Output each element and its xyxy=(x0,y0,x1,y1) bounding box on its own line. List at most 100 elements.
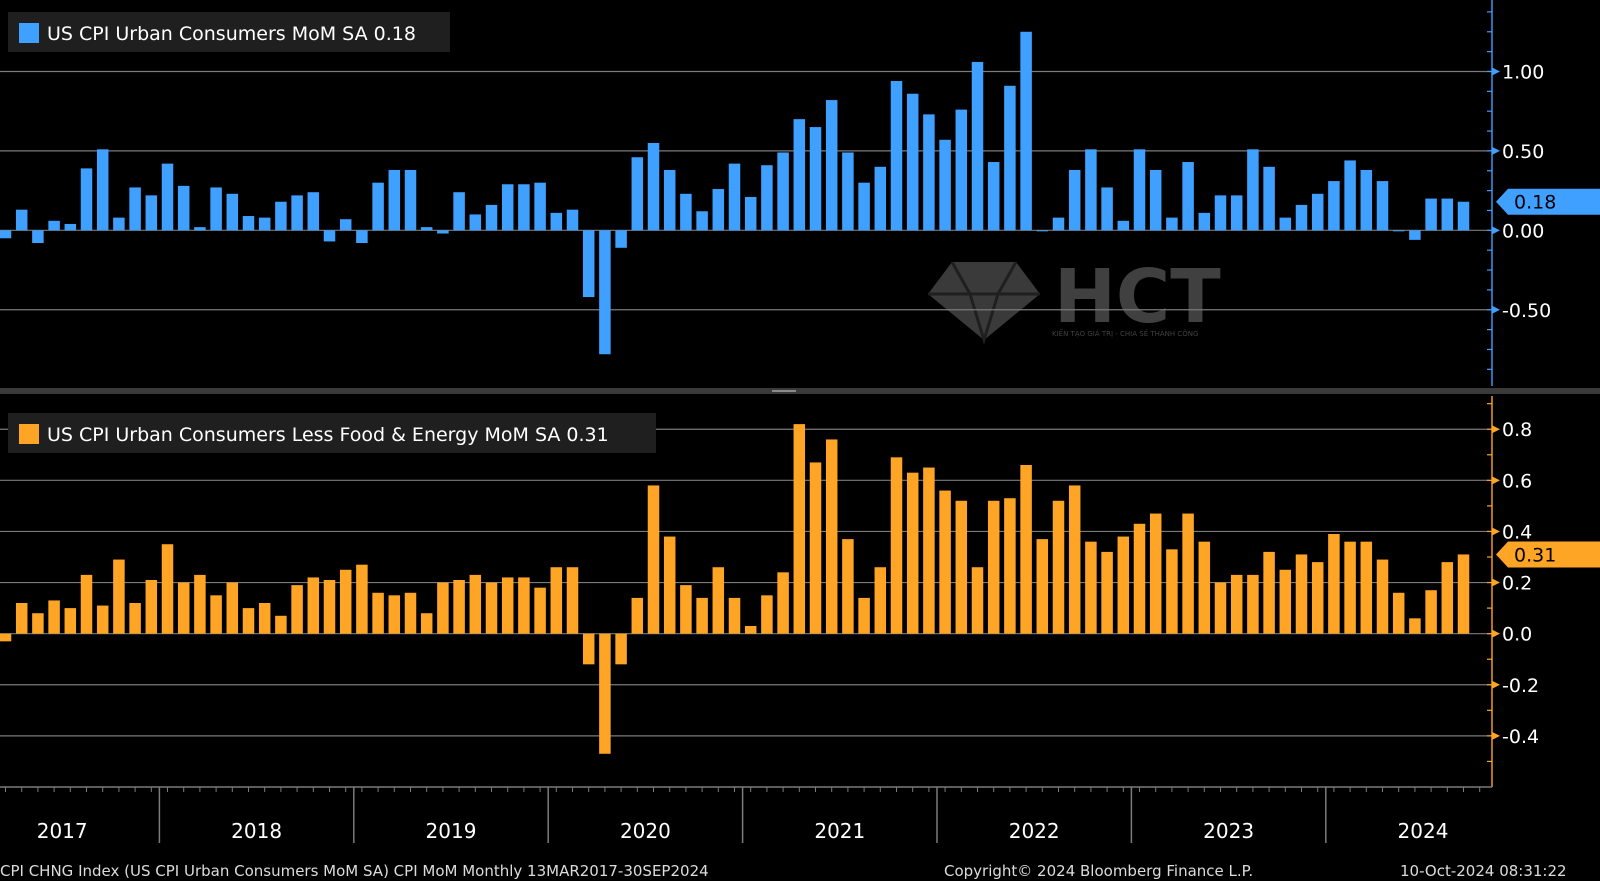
bar[interactable] xyxy=(64,223,77,231)
bar[interactable] xyxy=(161,544,174,634)
bar[interactable] xyxy=(534,587,546,634)
bar[interactable] xyxy=(825,439,838,634)
bar[interactable] xyxy=(971,567,984,634)
bar[interactable] xyxy=(80,574,93,634)
bar[interactable] xyxy=(372,182,384,231)
bar[interactable] xyxy=(32,230,44,244)
bar[interactable] xyxy=(485,582,498,634)
bar[interactable] xyxy=(599,633,611,754)
bar[interactable] xyxy=(1020,31,1032,231)
bar[interactable] xyxy=(842,539,854,634)
bar[interactable] xyxy=(1214,582,1227,634)
bar[interactable] xyxy=(955,109,968,231)
bar[interactable] xyxy=(1085,541,1097,634)
bar[interactable] xyxy=(1230,195,1243,231)
bar[interactable] xyxy=(96,149,109,231)
bar[interactable] xyxy=(210,187,222,231)
bar[interactable] xyxy=(647,485,660,634)
bar[interactable] xyxy=(761,595,773,634)
bar[interactable] xyxy=(339,569,352,634)
bar[interactable] xyxy=(1020,465,1032,634)
bar[interactable] xyxy=(0,633,12,642)
bar[interactable] xyxy=(1263,166,1275,231)
bar[interactable] xyxy=(437,230,449,234)
bar[interactable] xyxy=(890,81,903,231)
bar[interactable] xyxy=(356,230,368,244)
bar[interactable] xyxy=(615,230,627,248)
bar[interactable] xyxy=(615,633,627,665)
bar[interactable] xyxy=(113,559,125,634)
bar[interactable] xyxy=(1279,217,1292,231)
bar[interactable] xyxy=(291,195,303,231)
bar[interactable] xyxy=(1457,554,1470,634)
bar[interactable] xyxy=(1279,569,1292,634)
bar[interactable] xyxy=(1068,169,1081,231)
bar[interactable] xyxy=(631,597,644,634)
bar[interactable] xyxy=(1425,198,1437,231)
bar[interactable] xyxy=(1133,523,1146,634)
bar[interactable] xyxy=(48,220,60,231)
bar[interactable] xyxy=(1263,551,1275,634)
bar[interactable] xyxy=(145,580,158,634)
bar[interactable] xyxy=(1101,551,1113,634)
bar[interactable] xyxy=(777,152,789,231)
bar[interactable] xyxy=(1409,230,1421,240)
bar[interactable] xyxy=(1149,169,1162,231)
bar[interactable] xyxy=(1441,198,1454,231)
bar[interactable] xyxy=(323,580,336,634)
bar[interactable] xyxy=(275,201,287,231)
bar[interactable] xyxy=(194,574,206,634)
bar[interactable] xyxy=(80,168,93,231)
bar[interactable] xyxy=(647,142,660,231)
bar[interactable] xyxy=(1068,485,1081,634)
bar[interactable] xyxy=(744,196,757,231)
bar[interactable] xyxy=(145,195,158,231)
bar[interactable] xyxy=(1166,549,1178,634)
bar[interactable] xyxy=(501,184,514,231)
bar[interactable] xyxy=(793,119,806,231)
bar[interactable] xyxy=(469,214,482,231)
bar[interactable] xyxy=(712,567,725,634)
bar[interactable] xyxy=(307,577,320,634)
bar[interactable] xyxy=(1036,539,1049,634)
bar[interactable] xyxy=(1376,559,1389,634)
bar[interactable] xyxy=(210,595,222,634)
bar[interactable] xyxy=(518,577,530,634)
bar[interactable] xyxy=(582,633,595,665)
bar[interactable] xyxy=(323,230,336,242)
bar[interactable] xyxy=(242,216,255,231)
bar[interactable] xyxy=(777,572,789,634)
bar[interactable] xyxy=(599,230,611,355)
bar[interactable] xyxy=(890,457,903,634)
bar[interactable] xyxy=(242,608,255,634)
bar[interactable] xyxy=(858,597,870,634)
bar[interactable] xyxy=(809,462,822,634)
bar[interactable] xyxy=(712,189,725,231)
bar[interactable] xyxy=(825,100,838,231)
bar[interactable] xyxy=(177,185,190,231)
bar[interactable] xyxy=(858,182,870,231)
bar[interactable] xyxy=(1182,513,1194,634)
bar[interactable] xyxy=(1441,562,1454,634)
bar[interactable] xyxy=(1360,169,1373,231)
bar[interactable] xyxy=(987,162,1000,231)
bar[interactable] xyxy=(1036,230,1049,232)
bar[interactable] xyxy=(1409,618,1421,634)
bar[interactable] xyxy=(453,580,465,634)
bar[interactable] xyxy=(1133,149,1146,231)
bar[interactable] xyxy=(113,217,125,231)
bar[interactable] xyxy=(388,169,401,231)
bar[interactable] xyxy=(680,585,692,634)
bar[interactable] xyxy=(1376,181,1389,231)
bar[interactable] xyxy=(971,61,984,231)
panel-divider-handle[interactable] xyxy=(772,390,796,392)
bar[interactable] xyxy=(1182,162,1194,231)
bar[interactable] xyxy=(1425,590,1437,634)
bar[interactable] xyxy=(1311,562,1324,634)
bar[interactable] xyxy=(339,219,352,231)
bar[interactable] xyxy=(761,165,773,231)
bar[interactable] xyxy=(696,211,708,231)
bar[interactable] xyxy=(307,192,320,231)
bar[interactable] xyxy=(0,230,12,239)
bar[interactable] xyxy=(696,597,708,634)
